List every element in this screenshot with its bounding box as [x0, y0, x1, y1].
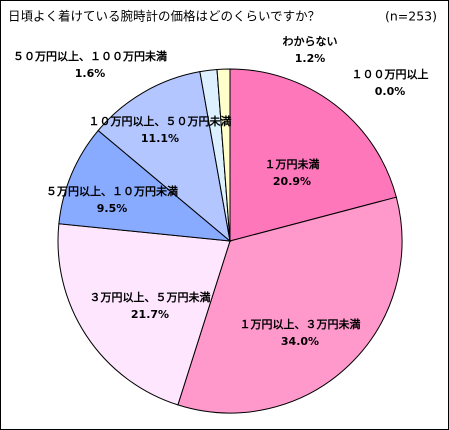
value-label: 34.0% [281, 335, 319, 348]
slice-label: ５０万円以上、１００万円未満 [13, 49, 167, 63]
pie-slice [57, 223, 231, 406]
slice-label: わからない [283, 35, 338, 48]
value-label: 0.0% [375, 85, 406, 98]
slice-label: １万円以上、３万円未満 [240, 317, 361, 331]
slice-label: ５万円以上、１０万円未満 [46, 184, 178, 198]
value-label: 1.2% [295, 52, 326, 65]
pie-slice [58, 129, 232, 242]
value-label: 1.6% [75, 67, 106, 80]
value-label: 11.1% [141, 132, 179, 145]
value-label: 20.9% [273, 175, 311, 188]
slice-label: ３万円以上、５万円未満 [90, 290, 211, 304]
pie-slice [216, 68, 231, 242]
chart-subtitle: (n=253) [385, 9, 437, 24]
value-label: 9.5% [97, 202, 128, 215]
pie-slice [177, 196, 403, 414]
chart-title: 日頃よく着けている腕時計の価格はどのくらいですか？ [8, 9, 320, 24]
slice-label: １００万円以上 [352, 67, 429, 81]
slice-label: １万円未満 [265, 157, 320, 171]
value-label: 21.7% [131, 308, 169, 321]
pie-slice [229, 68, 397, 242]
pie-slice [97, 71, 231, 243]
slice-label: １０万円以上、５０万円未満 [89, 114, 232, 128]
